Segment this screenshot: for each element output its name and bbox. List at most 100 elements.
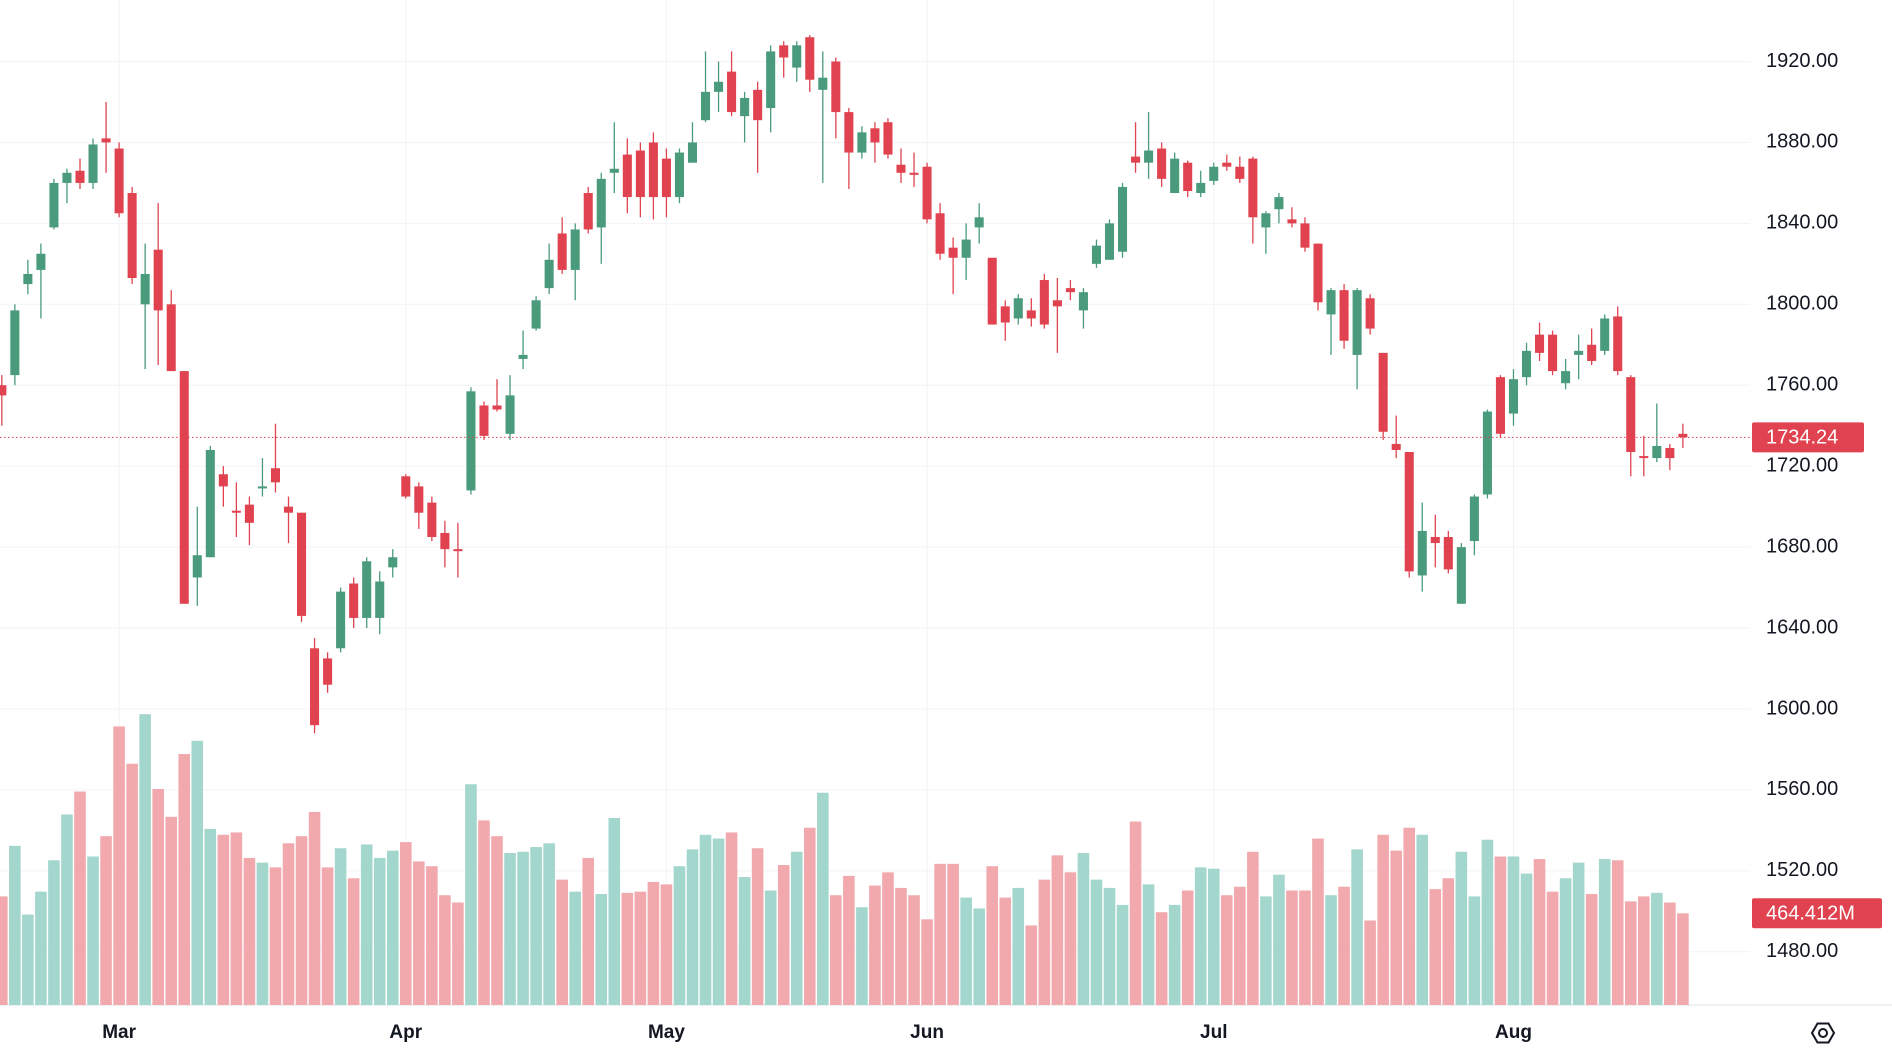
candle-body [857,132,867,153]
volume-bar [1286,890,1298,1005]
volume-bar [1624,901,1637,1005]
candle-body [792,45,802,68]
candle-body [153,249,163,311]
candle-body [1248,158,1258,218]
volume-bar [282,843,295,1005]
candle-body [714,81,724,92]
volume-bar [491,836,503,1005]
candle-body [674,152,684,198]
candle-body [1600,318,1610,351]
candle-body [1365,298,1375,329]
candle-body [1065,288,1075,293]
candle-body [0,385,7,396]
candle-body [49,182,59,228]
volume-bar [256,862,269,1005]
volume-bar [1325,895,1337,1005]
candle-body [661,158,671,198]
candle-body [140,273,150,305]
candle-body [622,154,632,198]
candle-body [1665,447,1675,459]
volume-bar [986,866,999,1005]
candle-body [1508,379,1519,414]
volume-bar [1585,894,1598,1005]
candle-body [466,391,476,491]
candle-body [687,142,698,163]
volume-bar [504,852,516,1005]
volume-bar [817,792,829,1005]
volume-bar [660,884,673,1005]
volume-bar [673,866,686,1005]
candle-body [805,37,815,80]
volume-bar [1142,884,1155,1005]
x-tick-label: Jul [1200,1022,1227,1043]
settings-center[interactable] [1818,1028,1828,1038]
volume-bar [399,842,412,1005]
volume-bar [1234,886,1246,1005]
y-tick-label: 1760.00 [1766,374,1838,396]
candle-body [231,510,241,513]
volume-bar [569,891,581,1005]
volume-bar [426,866,438,1005]
volume-bar [1559,878,1572,1005]
volume-bar [152,788,164,1005]
candle-body [1495,377,1505,434]
candle-body [1209,166,1219,181]
candle-body [62,172,72,183]
candle-body [870,128,880,143]
candle-body [518,354,528,359]
candle-body [440,532,450,550]
volume-bar [48,860,60,1005]
candle-body [1091,245,1101,264]
candle-body [1118,186,1128,252]
volume-bar [1012,887,1025,1005]
candle-body [23,273,33,285]
candle-body [831,61,841,113]
volume-bar [1103,887,1116,1005]
settings-icon[interactable] [1810,1022,1836,1044]
volume-bar [856,907,868,1005]
y-tick-label: 1480.00 [1766,940,1838,962]
volume-bar [1481,839,1494,1005]
candle-body [192,555,202,578]
x-tick-label: Apr [389,1022,422,1043]
candle-body [1104,223,1115,260]
last-price-label: 1734.24 [1766,427,1838,449]
candle-body [336,591,346,649]
volume-bar [204,828,217,1005]
volume-bar [1260,896,1272,1005]
candle-body [1404,452,1414,572]
settings-hexagon[interactable] [1810,1022,1836,1044]
candle-body [205,449,215,558]
last-volume-label: 464.412M [1766,903,1855,925]
volume-bar [882,872,894,1005]
candle-body [1521,350,1532,378]
y-tick-label: 1880.00 [1766,131,1838,153]
candle-body [1222,162,1232,167]
volume-bar [1442,878,1455,1005]
volume-bar [178,754,191,1005]
candle-body [1352,290,1362,355]
candle-body [700,91,711,121]
candle-body [1339,290,1349,341]
y-tick-label: 1520.00 [1766,859,1838,881]
volume-bar [686,849,699,1005]
candle-body [1548,334,1558,372]
volume-bar [517,851,529,1005]
volume-bar [830,895,842,1005]
volume-bar [1116,904,1129,1005]
volume-bar [699,834,712,1005]
last-price-tag [1752,422,1864,453]
y-tick-label: 1640.00 [1766,616,1838,638]
volume-bar [1155,912,1168,1005]
volume-bar [35,891,47,1005]
candle-body [896,164,906,173]
candle-body [1417,530,1427,576]
volume-bar [960,897,972,1005]
candle-body [609,168,619,173]
candle-body [1378,352,1388,432]
candle-body [1144,150,1154,163]
volume-bar [100,836,112,1005]
candle-body [297,512,307,616]
volume-bar [621,892,634,1005]
candle-body [1469,496,1479,542]
